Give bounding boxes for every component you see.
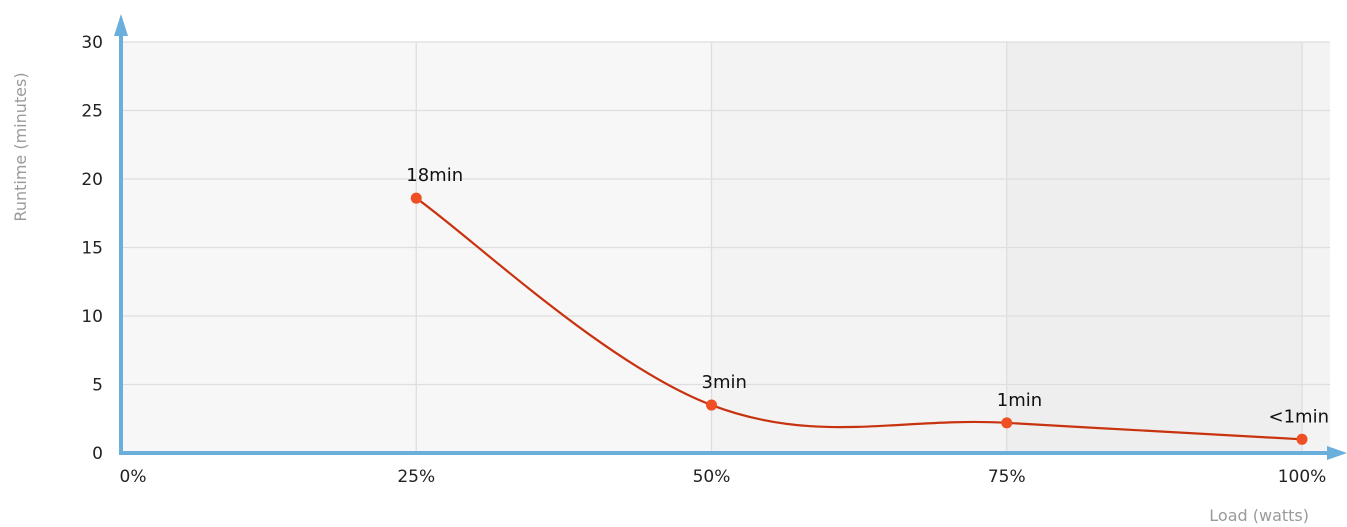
data-label: 1min [997,390,1042,411]
x-tick-label: 100% [1278,467,1327,487]
y-tick-label: 5 [92,376,103,396]
y-tick-labels: 0 5 10 15 20 25 30 [81,33,103,464]
data-points [410,192,1308,445]
x-tick-label: 25% [397,467,435,487]
axes [114,14,1347,460]
x-tick-labels: 0% 25% 50% 75% 100% [120,467,1327,487]
y-tick-label: 0 [92,444,103,464]
data-point [706,399,717,411]
data-label: 18min [406,165,463,186]
data-label: 3min [702,372,747,393]
data-point [1001,417,1013,429]
series-runtime [415,197,1303,441]
y-tick-label: 30 [81,33,103,53]
x-axis-title: Load (watts) [1209,506,1309,525]
series-line [415,197,1303,441]
y-tick-label: 25 [81,102,103,122]
x-axis-arrow-icon [1327,446,1347,460]
x-tick-label: 75% [988,467,1026,487]
data-label: <1min [1269,406,1329,427]
data-point [1296,433,1308,445]
grid-lines [121,41,1330,453]
y-axis-title: Runtime (minutes) [11,72,30,221]
x-tick-label: 0% [120,467,147,487]
data-labels: 18min 3min 1min <1min [406,165,1329,427]
y-tick-label: 10 [81,307,103,327]
y-tick-label: 15 [81,239,103,259]
y-axis-arrow-icon [114,14,128,36]
data-point [410,192,422,204]
x-tick-label: 50% [693,467,731,487]
y-tick-label: 20 [81,170,103,190]
